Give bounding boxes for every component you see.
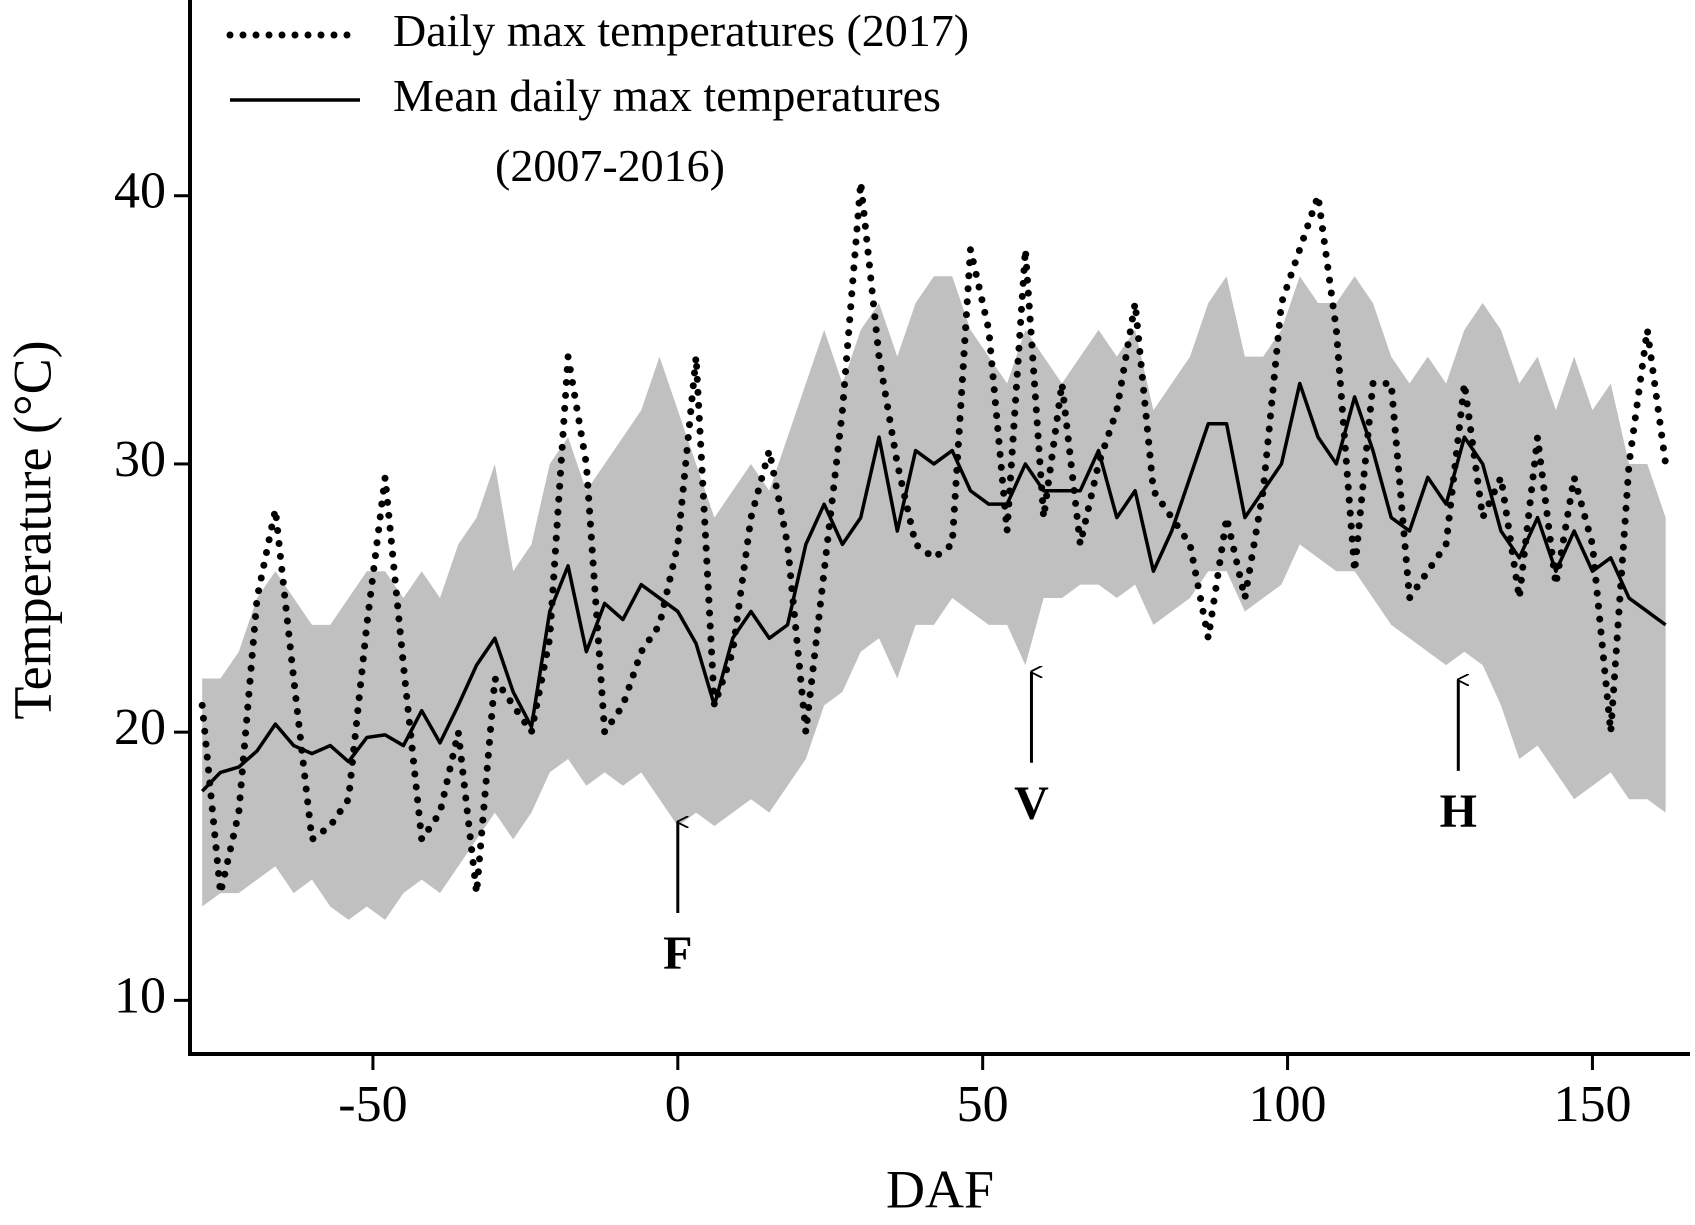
legend: Daily max temperatures (2017) Mean daily …	[226, 5, 969, 191]
y-tick-label: 30	[114, 431, 166, 488]
x-axis-label: DAF	[886, 1159, 994, 1219]
range-band	[202, 276, 1666, 920]
legend-label: Daily max temperatures (2017)	[393, 5, 969, 56]
x-tick-label: 0	[665, 1076, 691, 1133]
x-tick-label: 50	[957, 1076, 1009, 1133]
x-tick-label: -50	[338, 1076, 407, 1133]
x-tick-label: 150	[1553, 1076, 1631, 1133]
y-tick-label: 10	[114, 967, 166, 1024]
annotation-label: H	[1440, 785, 1477, 838]
y-tick-label: 20	[114, 699, 166, 756]
annotation-label: F	[663, 927, 692, 980]
y-tick-label: 40	[114, 163, 166, 220]
annotation-label: V	[1014, 777, 1049, 830]
legend-label: Mean daily max temperatures (2007-2016)	[393, 70, 941, 191]
series-line	[200, 381, 1667, 793]
y-axis-label: Temperature (°C)	[2, 340, 62, 719]
x-tick-label: 100	[1249, 1076, 1327, 1133]
